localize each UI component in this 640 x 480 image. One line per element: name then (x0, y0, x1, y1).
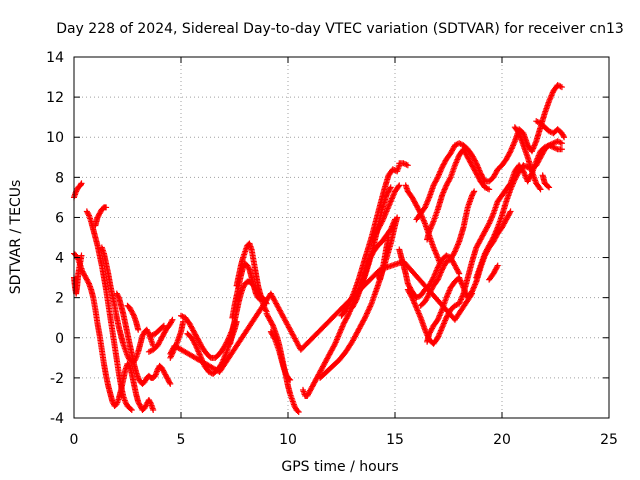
plot-frame (73, 56, 610, 419)
data-point (352, 298, 359, 305)
data-point (392, 216, 398, 223)
data-point (557, 83, 564, 90)
data-point (537, 186, 544, 193)
data-point (128, 406, 135, 413)
data-point (515, 129, 522, 136)
data-point (127, 405, 134, 412)
data-point (78, 252, 85, 259)
data-point (103, 204, 110, 211)
data-point (192, 341, 199, 348)
data-point (130, 311, 137, 318)
data-point (160, 322, 167, 329)
data-point (361, 316, 368, 323)
data-point (145, 329, 152, 336)
y-tick-label: -2 (50, 371, 64, 387)
data-point (150, 406, 157, 413)
data-point (506, 209, 513, 216)
data-point (558, 140, 565, 147)
data-point (507, 208, 514, 215)
data-point (469, 290, 476, 297)
data-point (331, 342, 338, 349)
data-points (71, 82, 568, 415)
x-tick-label: 0 (70, 432, 79, 448)
x-tick-label: 15 (386, 432, 404, 448)
data-point (558, 146, 565, 153)
data-point (294, 407, 301, 414)
data-point (536, 185, 543, 192)
data-point (455, 269, 462, 276)
y-tick-label: 14 (46, 50, 64, 66)
grid (74, 57, 609, 418)
data-point (558, 84, 565, 91)
data-point (486, 186, 493, 193)
data-point (560, 132, 567, 139)
data-point (269, 321, 276, 328)
data-point (169, 316, 176, 323)
x-tick-label: 5 (177, 432, 186, 448)
data-point (74, 255, 81, 262)
data-point (287, 376, 294, 383)
data-point (115, 293, 122, 300)
data-point (539, 172, 546, 179)
data-point (557, 139, 564, 146)
data-point (404, 162, 411, 169)
data-point (387, 184, 394, 191)
data-point (494, 263, 501, 270)
data-point (85, 211, 92, 218)
data-point (561, 134, 568, 141)
data-point (556, 138, 563, 145)
data-point (472, 158, 479, 165)
data-point (434, 175, 441, 182)
data-point (387, 185, 394, 192)
data-point (429, 275, 436, 282)
data-point (446, 175, 453, 182)
y-tick-label: 0 (55, 331, 64, 347)
data-point (78, 180, 85, 187)
data-point (436, 260, 443, 267)
y-tick-label: 10 (46, 130, 64, 146)
y-tick-label: -4 (50, 411, 64, 427)
data-point (271, 335, 278, 342)
data-point (168, 318, 175, 325)
data-point (159, 323, 166, 330)
x-tick-label: 25 (600, 432, 618, 448)
y-tick-label: 8 (55, 170, 64, 186)
chart-title: Day 228 of 2024, Sidereal Day-to-day VTE… (56, 21, 624, 37)
data-point (396, 182, 403, 189)
data-point (468, 291, 475, 298)
y-tick-label: 4 (55, 251, 64, 267)
data-point (451, 249, 458, 256)
data-point (378, 219, 385, 226)
data-point (489, 235, 496, 242)
data-point (494, 262, 501, 269)
data-point (403, 161, 410, 168)
data-point (401, 160, 408, 167)
data-point (166, 379, 173, 386)
data-point (167, 380, 174, 387)
data-point (385, 234, 392, 241)
y-tick-label: 12 (46, 90, 64, 106)
data-point (262, 307, 269, 314)
axis-ticks: 0 5 10 15 20 25 -4 -2 0 2 4 6 8 10 12 14 (46, 50, 618, 448)
x-axis-label: GPS time / hours (281, 459, 398, 475)
data-point (485, 221, 492, 228)
data-point (85, 279, 92, 286)
x-tick-label: 10 (279, 432, 297, 448)
data-point (344, 314, 351, 321)
data-point (147, 399, 154, 406)
x-tick-label: 20 (493, 432, 511, 448)
data-point (245, 265, 252, 272)
data-point (471, 188, 478, 195)
data-point (395, 183, 402, 190)
y-axis-label: SDTVAR / TECUs (8, 180, 24, 295)
data-point (506, 149, 513, 156)
data-point (135, 326, 142, 333)
data-point (286, 375, 293, 382)
data-point (295, 408, 302, 415)
y-tick-label: 2 (55, 291, 64, 307)
data-point (470, 189, 477, 196)
y-tick-label: 6 (55, 210, 64, 226)
